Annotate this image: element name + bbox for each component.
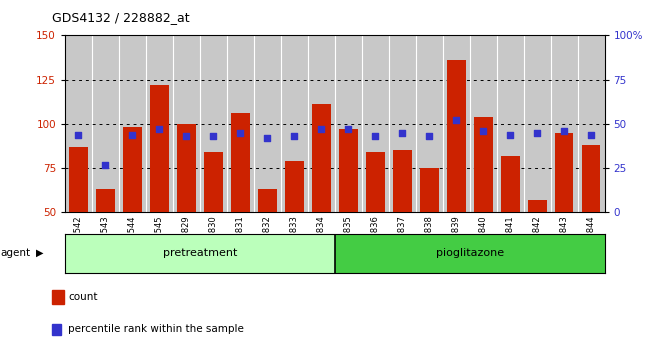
Bar	[254, 35, 281, 212]
Bar	[173, 35, 200, 212]
Text: agent: agent	[1, 248, 31, 258]
Bar	[69, 147, 88, 212]
Bar	[554, 133, 573, 212]
Bar	[577, 35, 605, 212]
Point	[586, 132, 596, 137]
Bar	[335, 35, 361, 212]
Bar	[92, 35, 119, 212]
Bar	[500, 156, 519, 212]
Bar	[335, 234, 604, 273]
Bar	[308, 35, 335, 212]
Bar	[443, 35, 470, 212]
Point	[127, 132, 138, 137]
Point	[559, 128, 569, 134]
Point	[343, 126, 354, 132]
Point	[208, 133, 218, 139]
Point	[451, 118, 462, 123]
Bar	[551, 35, 577, 212]
Bar	[339, 129, 358, 212]
Bar	[65, 35, 92, 212]
Bar	[119, 35, 146, 212]
Bar	[231, 113, 250, 212]
Bar	[470, 35, 497, 212]
Bar	[227, 35, 254, 212]
Bar	[65, 234, 335, 273]
Point	[100, 162, 110, 167]
Point	[262, 135, 272, 141]
Point	[235, 130, 246, 136]
Bar	[150, 85, 169, 212]
Text: percentile rank within the sample: percentile rank within the sample	[68, 324, 244, 334]
Point	[532, 130, 542, 136]
Bar	[474, 117, 493, 212]
Bar	[200, 35, 227, 212]
Text: pioglitazone: pioglitazone	[436, 248, 504, 258]
Bar	[312, 104, 331, 212]
Bar	[281, 35, 308, 212]
Bar	[204, 152, 223, 212]
Bar	[447, 60, 465, 212]
Point	[316, 126, 326, 132]
Bar	[366, 152, 385, 212]
Bar	[361, 35, 389, 212]
Bar	[497, 35, 524, 212]
Bar	[420, 168, 439, 212]
Bar	[416, 35, 443, 212]
Point	[154, 126, 164, 132]
Text: ▶: ▶	[36, 248, 44, 258]
Bar	[393, 150, 411, 212]
Point	[505, 132, 515, 137]
Bar	[524, 35, 551, 212]
Bar	[123, 127, 142, 212]
Text: count: count	[68, 292, 98, 302]
Point	[397, 130, 408, 136]
Bar	[177, 124, 196, 212]
Bar	[96, 189, 115, 212]
Bar	[258, 189, 277, 212]
Point	[478, 128, 488, 134]
Point	[181, 133, 192, 139]
Bar	[582, 145, 601, 212]
Bar	[389, 35, 416, 212]
Point	[424, 133, 434, 139]
Bar	[528, 200, 547, 212]
Point	[289, 133, 300, 139]
Bar	[146, 35, 173, 212]
Point	[370, 133, 380, 139]
Bar	[285, 161, 304, 212]
Text: pretreatment: pretreatment	[162, 248, 237, 258]
Text: GDS4132 / 228882_at: GDS4132 / 228882_at	[52, 11, 190, 24]
Point	[73, 132, 84, 137]
